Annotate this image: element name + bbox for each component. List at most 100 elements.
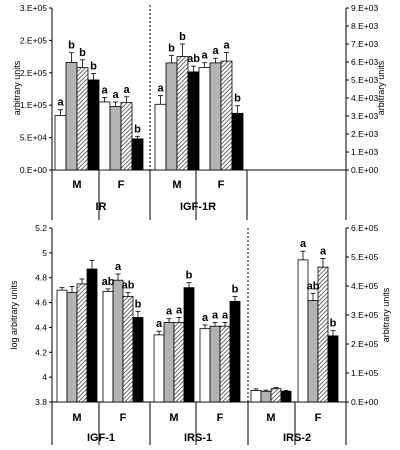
top-right-tick-label: 4.E+03: [351, 93, 378, 103]
bar-irs-1-m-black: [183, 287, 195, 403]
bar-igf-1r-m-gray: [165, 62, 178, 171]
bottom-chart-panel: log arbitrary units arbitrary units 3.8 4…: [9, 223, 391, 445]
bar-irs-1-f-hatched: [219, 325, 231, 403]
top-right-tick-label: 9.E+03: [351, 3, 378, 13]
bottom-left-tick-label: 4.4: [35, 322, 47, 332]
top-right-tick-label: 7.E+03: [351, 39, 378, 49]
bottom-left-tick-label: 4.2: [35, 347, 47, 357]
bar-ir-m-black: [87, 79, 100, 171]
top-right-tick-label: 6.E+03: [351, 57, 378, 67]
significance-label: b: [168, 42, 175, 54]
top-left-tick-label: 0.E+00: [20, 165, 47, 175]
significance-label: a: [57, 97, 64, 109]
bottom-left-tick-label: 3.8: [35, 397, 47, 407]
bar-igf-1r-m-hatched: [176, 56, 189, 171]
bar-igf-1r-f-black: [231, 112, 244, 171]
bar-igf-1-m-gray: [66, 292, 78, 403]
bar-ir-m-white: [54, 115, 67, 171]
top-left-tick-label: 2.E+05: [20, 35, 47, 45]
significance-label: a: [101, 84, 108, 96]
bar-igf-1-f-black: [132, 317, 144, 403]
sex-group-label: F: [118, 179, 125, 191]
bar-irs-1-m-hatched: [173, 322, 185, 403]
bar-igf-1r-m-white: [154, 103, 167, 171]
significance-label: b: [186, 270, 193, 282]
bar-irs-2-m-black: [280, 390, 292, 403]
top-right-tick-label: 5.E+03: [351, 75, 378, 85]
top-left-tick-label: 5.E+04: [20, 133, 47, 143]
significance-label: a: [222, 309, 229, 321]
significance-label: ab: [102, 276, 115, 288]
top-left-tick-label: 2.E+05: [20, 68, 47, 78]
bottom-right-tick-label: 2.E+05: [351, 339, 378, 349]
significance-label: a: [112, 89, 119, 101]
significance-label: b: [234, 93, 241, 105]
significance-label: a: [166, 306, 173, 318]
top-right-tick-label: 3.E+03: [351, 111, 378, 121]
bar-ir-f-black: [131, 138, 144, 171]
bottom-right-tick-label: 1.E+05: [351, 368, 378, 378]
bar-irs-2-f-gray: [307, 300, 319, 403]
bar-irs-1-f-gray: [209, 325, 221, 403]
bar-irs-2-f-hatched: [317, 266, 329, 403]
top-right-axis-title: arbitrary units: [376, 60, 386, 115]
significance-label: b: [90, 60, 97, 72]
bar-irs-2-m-white: [250, 389, 262, 403]
bottom-left-tick-label: 4: [42, 372, 47, 382]
bar-irs-1-f-black: [229, 300, 241, 403]
bar-igf-1-m-white: [56, 289, 68, 403]
bottom-left-axis-title: log arbitrary units: [9, 280, 19, 350]
gene-label: IR: [96, 201, 107, 213]
significance-label: a: [212, 309, 219, 321]
bar-ir-m-gray: [65, 62, 78, 171]
bar-igf-1-f-white: [102, 290, 114, 403]
bar-ir-f-gray: [109, 106, 122, 171]
bottom-right-axis-title: arbitrary units: [381, 287, 391, 342]
significance-label: a: [212, 45, 219, 57]
top-right-tick-label: 8.E+03: [351, 21, 378, 31]
significance-label: a: [156, 318, 163, 330]
gene-label: IRS-2: [283, 432, 311, 444]
bar-irs-2-f-black: [327, 335, 339, 403]
sex-group-label: M: [266, 412, 275, 424]
bottom-left-tick-label: 4.8: [35, 273, 47, 283]
bottom-left-tick-label: 5: [42, 248, 47, 258]
significance-label: b: [135, 298, 142, 310]
significance-label: ab: [187, 53, 200, 65]
bottom-left-tick-label: 4.6: [35, 298, 47, 308]
top-right-tick-label: 0.E+00: [351, 165, 378, 175]
significance-label: b: [179, 31, 186, 43]
top-right-tick-label: 2.E+03: [351, 129, 378, 139]
top-left-tick-label: 1.E+05: [20, 100, 47, 110]
bar-irs-1-m-gray: [163, 322, 175, 403]
bar-igf-1-f-hatched: [122, 295, 134, 403]
bar-igf-1r-f-white: [198, 67, 211, 171]
bottom-right-tick-label: 6.E+05: [351, 223, 378, 233]
sex-group-label: F: [218, 179, 225, 191]
top-chart-panel: arbitrary units arbitrary units 0.E+00 5.…: [12, 3, 386, 220]
significance-label: b: [330, 318, 337, 330]
significance-label: a: [223, 39, 230, 51]
bar-irs-2-m-gray: [260, 390, 272, 403]
significance-label: a: [123, 84, 130, 96]
sex-group-label: M: [169, 412, 178, 424]
significance-label: ab: [307, 280, 320, 292]
sex-group-label: M: [72, 412, 81, 424]
significance-label: a: [202, 312, 209, 324]
bar-igf-1-f-gray: [112, 279, 124, 403]
significance-label: b: [79, 47, 86, 59]
bar-igf-1-m-hatched: [76, 283, 88, 403]
significance-label: a: [115, 261, 122, 273]
bottom-right-tick-label: 0.E+00: [351, 397, 378, 407]
bar-igf-1r-f-hatched: [220, 60, 233, 171]
gene-label: IGF-1R: [180, 201, 216, 213]
sex-group-label: F: [315, 412, 322, 424]
sex-group-label: F: [217, 412, 224, 424]
bar-igf-1r-m-black: [187, 71, 200, 171]
sex-group-label: M: [72, 179, 81, 191]
sex-group-label: F: [120, 412, 127, 424]
bottom-right-tick-label: 5.E+05: [351, 252, 378, 262]
bar-igf-1-m-black: [86, 268, 98, 403]
significance-label: b: [134, 123, 141, 135]
